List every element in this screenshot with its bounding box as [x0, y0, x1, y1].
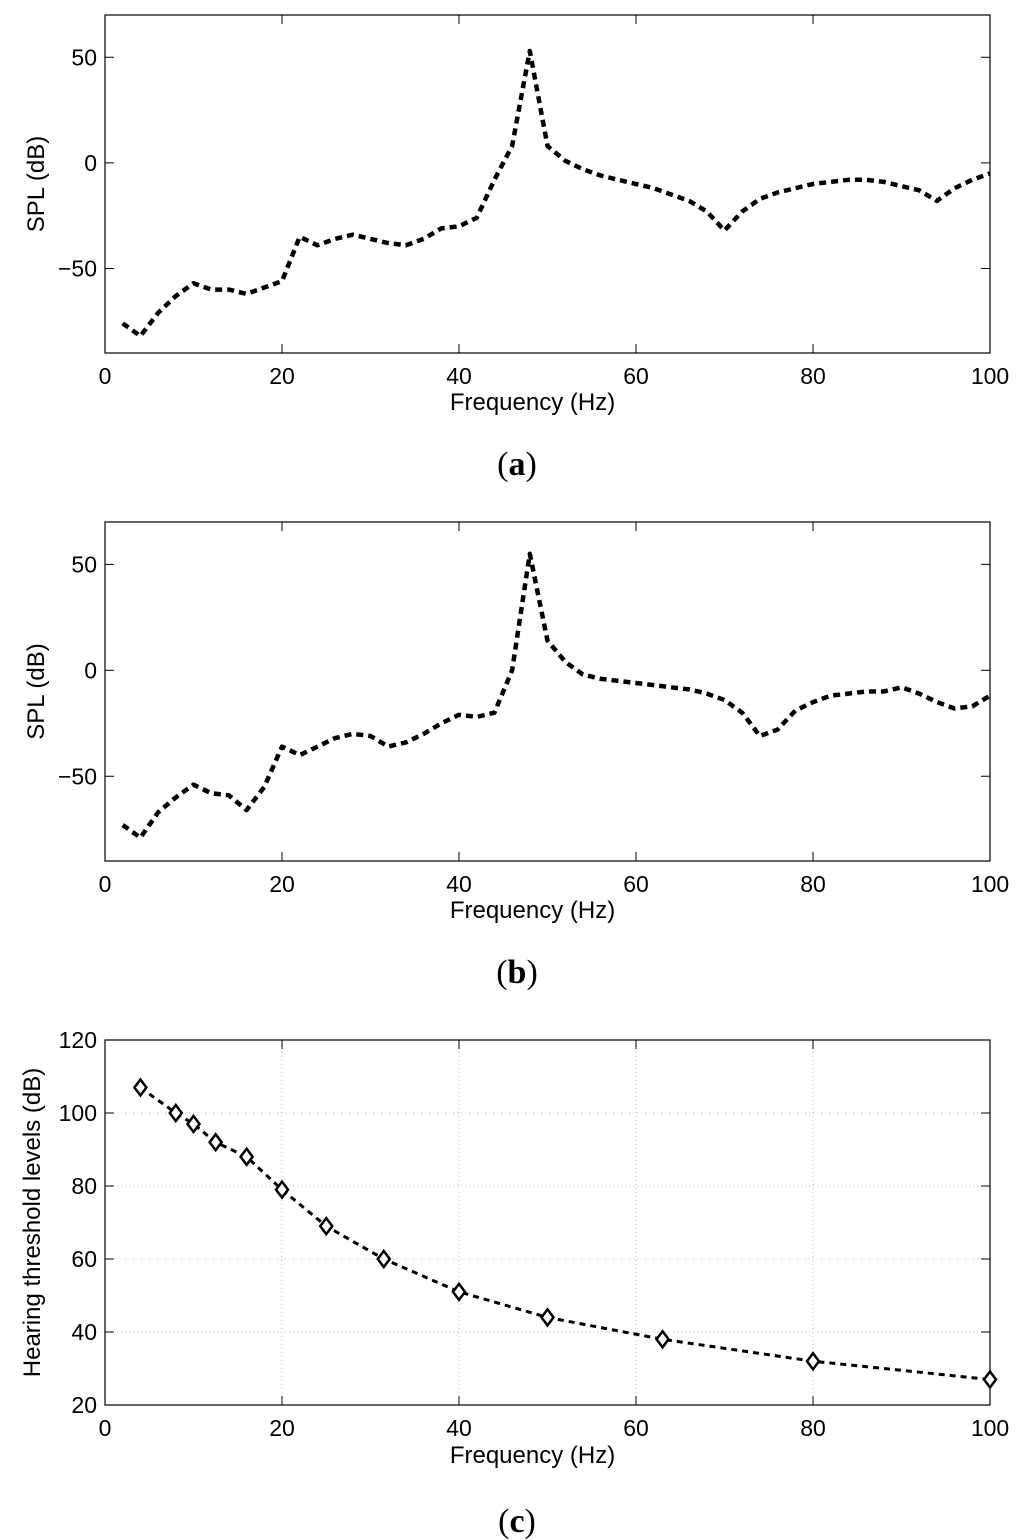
x-tick-label: 20 — [269, 871, 295, 897]
x-tick-label: 100 — [971, 363, 1009, 389]
x-tick-label: 60 — [623, 871, 649, 897]
panel-label-b: (b) — [496, 954, 538, 991]
x-tick-label: 60 — [623, 1415, 649, 1441]
y-tick-label: 20 — [71, 1392, 97, 1418]
data-point-marker — [318, 1216, 334, 1237]
data-point-marker — [185, 1113, 202, 1135]
y-tick-label: 50 — [71, 44, 97, 70]
x-tick-label: 20 — [269, 1415, 295, 1441]
series-line-spl — [121, 48, 991, 339]
y-axis-label: SPL (dB) — [23, 136, 50, 232]
x-axis-label: Frequency (Hz) — [450, 389, 615, 416]
y-tick-label: 120 — [59, 1027, 97, 1053]
series-line-threshold — [139, 1086, 991, 1381]
panel-label-a: (a) — [497, 446, 537, 483]
y-tick-label: 50 — [71, 551, 97, 577]
panel-label-c: (c) — [498, 1503, 536, 1540]
data-point-marker — [982, 1369, 998, 1390]
data-point-marker — [539, 1307, 556, 1328]
x-tick-label: 0 — [99, 871, 112, 897]
chart-panel-a: 0 20 40 60 80 100 −50 0 50 Frequency (Hz) SPL (dB) — [23, 14, 1009, 416]
y-tick-label: 60 — [71, 1246, 97, 1272]
data-point-marker — [805, 1351, 821, 1372]
x-tick-label: 100 — [971, 1415, 1009, 1441]
data-point-marker — [274, 1179, 290, 1200]
x-axis-label: Frequency (Hz) — [450, 1442, 615, 1469]
x-tick-label: 40 — [446, 363, 472, 389]
plot-area-frame — [104, 1039, 991, 1406]
data-point-marker — [654, 1329, 671, 1350]
y-axis-label: SPL (dB) — [23, 643, 50, 739]
plot-area-frame — [104, 14, 991, 354]
data-point-marker — [208, 1132, 224, 1153]
y-tick-label: 0 — [84, 150, 97, 176]
y-tick-label: −50 — [58, 763, 97, 789]
x-tick-label: 80 — [800, 1415, 826, 1441]
x-tick-label: 60 — [623, 363, 649, 389]
data-point-marker — [376, 1248, 392, 1270]
series-line-spl — [121, 551, 992, 840]
x-tick-label: 0 — [99, 1415, 112, 1441]
x-tick-label: 80 — [800, 871, 826, 897]
x-tick-label: 0 — [99, 363, 112, 389]
data-point-marker — [168, 1102, 184, 1124]
x-tick-label: 100 — [971, 871, 1009, 897]
data-point-marker — [132, 1077, 148, 1098]
x-axis-label: Frequency (Hz) — [450, 897, 615, 924]
plot-area-frame — [104, 521, 991, 862]
x-tick-label: 40 — [446, 1415, 472, 1441]
y-tick-label: −50 — [58, 256, 97, 282]
chart-panel-b: 0 20 40 60 80 100 −50 0 50 Frequency (Hz) SPL (dB) — [23, 521, 1009, 924]
data-point-marker — [239, 1146, 255, 1167]
x-tick-label: 40 — [446, 871, 472, 897]
y-axis-label: Hearing threshold levels (dB) — [19, 1068, 46, 1377]
y-tick-label: 40 — [71, 1319, 97, 1345]
y-tick-label: 80 — [71, 1173, 97, 1199]
y-tick-label: 0 — [84, 657, 97, 683]
data-point-marker — [451, 1281, 467, 1302]
x-tick-label: 20 — [269, 363, 295, 389]
y-tick-label: 100 — [59, 1100, 97, 1126]
x-tick-label: 80 — [800, 363, 826, 389]
